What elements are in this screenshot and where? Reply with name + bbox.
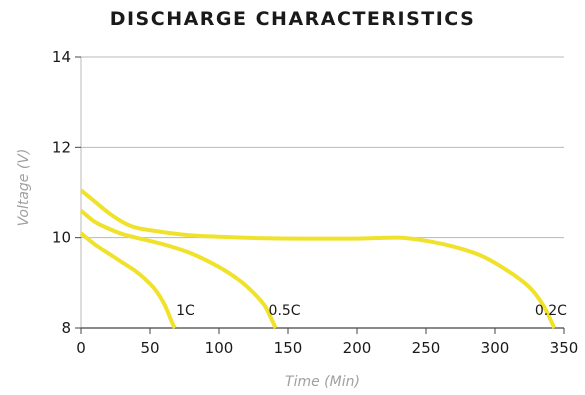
series-label-1C: 1C	[176, 303, 195, 319]
y-tick-label-12: 12	[52, 138, 71, 156]
y-axis-title: Voltage (V)	[16, 149, 32, 227]
series-line-0_2C	[79, 188, 557, 329]
series-label-0_2C: 0.2C	[535, 303, 567, 319]
series-labels: 1C 0.5C 0.2C	[176, 303, 567, 319]
y-tick-label-10: 10	[52, 229, 71, 247]
axes: 8 10 12 14 0 50 100 150 200 250 300 350	[52, 48, 578, 357]
x-tick-label-0: 0	[76, 339, 86, 357]
y-tick-label-14: 14	[52, 48, 71, 66]
x-tick-label-150: 150	[274, 339, 303, 357]
x-tick-label-300: 300	[481, 339, 510, 357]
y-tick-label-8: 8	[61, 319, 71, 337]
grid	[81, 56, 564, 239]
x-tick-label-50: 50	[140, 339, 159, 357]
x-axis-title: Time (Min)	[285, 374, 360, 390]
x-tick-label-200: 200	[343, 339, 372, 357]
series-lines	[79, 188, 557, 329]
series-line-1C	[79, 231, 177, 329]
x-tick-label-100: 100	[205, 339, 234, 357]
x-tick-label-350: 350	[550, 339, 579, 357]
series-label-0_5C: 0.5C	[269, 303, 301, 319]
x-tick-label-250: 250	[412, 339, 441, 357]
series-line-0_5C	[79, 209, 278, 329]
chart-title: DISCHARGE CHARACTERISTICS	[109, 8, 476, 30]
